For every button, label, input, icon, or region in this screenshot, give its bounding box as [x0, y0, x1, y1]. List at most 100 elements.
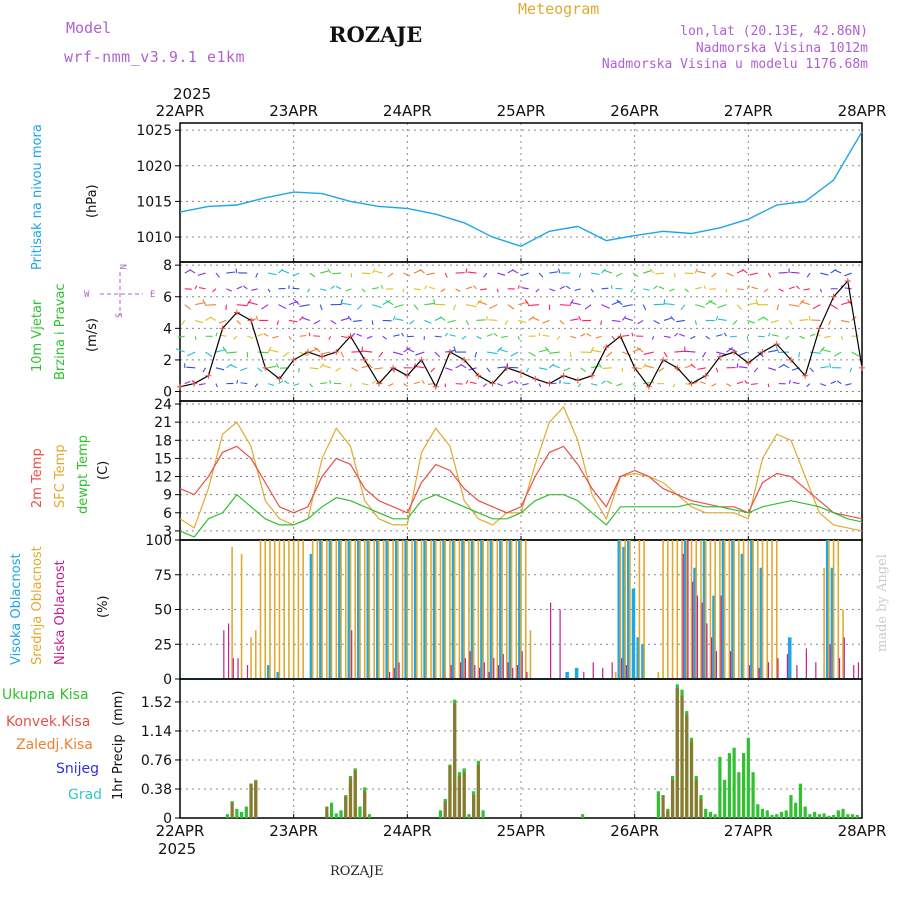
- wind-barb: [434, 351, 441, 358]
- wind-barb: [226, 288, 233, 292]
- wind-barb: [187, 351, 196, 357]
- wind-barb: [424, 319, 432, 324]
- wind-barb: [788, 286, 795, 290]
- conv-precip-bar: [685, 714, 689, 818]
- pressure-ytick-label: 1020: [136, 159, 172, 175]
- wind-barb: [236, 304, 248, 307]
- wind-barb: [215, 348, 226, 353]
- wind-barb: [767, 332, 771, 337]
- wind-gust-marker: [617, 333, 624, 340]
- legend-snow: Snijeg: [56, 761, 99, 777]
- total-precip-bar: [580, 814, 585, 818]
- wind-barb: [330, 319, 337, 325]
- wind-barb: [205, 304, 217, 306]
- wind-gust-marker: [645, 383, 652, 390]
- wind-barb: [434, 316, 442, 321]
- wind-barb: [622, 304, 633, 308]
- temp-ytick-label: 3: [163, 524, 172, 540]
- total-precip-bar: [656, 791, 660, 818]
- wind-barb: [684, 288, 689, 293]
- total-precip-bar: [808, 814, 812, 818]
- wind-gust-marker: [745, 360, 752, 367]
- wind-barb: [189, 269, 196, 274]
- wind-barb: [518, 319, 527, 323]
- wind-gust-marker: [390, 364, 397, 371]
- wind-barb: [653, 285, 658, 290]
- wind-barb: [184, 304, 191, 310]
- wind-gust-marker: [731, 349, 738, 356]
- wind-barb: [299, 304, 310, 307]
- wind-barb: [198, 383, 206, 386]
- total-precip-bar: [239, 811, 244, 818]
- wind-barb: [750, 383, 758, 386]
- wind-barb: [751, 286, 758, 290]
- total-precip-bar: [855, 814, 859, 818]
- wind-gust-marker: [660, 356, 667, 363]
- wind-barb: [630, 288, 634, 293]
- wind-barb: [616, 383, 623, 387]
- temp-ytick-label: 9: [163, 488, 172, 504]
- conv-precip-bar: [363, 791, 367, 818]
- total-precip-bar: [225, 814, 229, 818]
- wind-barb: [372, 304, 382, 309]
- wind-barb: [302, 317, 310, 321]
- x-tick-label-top: 22APR: [156, 102, 205, 120]
- wind-barb: [775, 346, 780, 353]
- wind-barb: [606, 380, 613, 385]
- wind-barb: [465, 286, 473, 290]
- conv-precip-bar: [254, 781, 258, 818]
- wind-gust-marker: [461, 356, 468, 363]
- pressure-panel: 1010 1015 1020 1025: [136, 122, 863, 263]
- wind-barb: [795, 285, 800, 290]
- wind-barb: [726, 272, 734, 277]
- wind-barb: [557, 268, 561, 274]
- wind-barb: [574, 288, 581, 292]
- wind-barb: [726, 347, 734, 353]
- wind-gust-marker: [248, 317, 255, 324]
- wind-barb: [767, 383, 770, 388]
- pressure-ytick-label: 1010: [136, 230, 172, 246]
- wind-barb: [372, 287, 379, 290]
- wind-barb: [695, 286, 702, 290]
- wind-barb: [684, 350, 696, 353]
- wind-barb: [251, 288, 258, 291]
- precip-ytick-label: 1.14: [141, 724, 172, 740]
- total-precip-bar: [704, 808, 708, 818]
- wind-barb: [715, 315, 719, 321]
- wind-barb: [738, 351, 748, 356]
- wind-gust-marker: [816, 325, 823, 332]
- wind-barb: [643, 288, 650, 291]
- total-precip-bar: [803, 806, 807, 818]
- wind-barb: [569, 299, 574, 305]
- total-precip-bar: [334, 813, 338, 818]
- wind-barb: [715, 334, 723, 337]
- wind-barb: [403, 347, 411, 353]
- wind-barb: [292, 272, 300, 277]
- total-precip-bar: [846, 814, 850, 818]
- wind-barb: [498, 348, 508, 353]
- wind-barb: [267, 288, 271, 293]
- wind-barb: [233, 335, 238, 340]
- wind-barb: [830, 304, 838, 310]
- wind-barb: [497, 272, 506, 276]
- total-precip-bar: [718, 756, 722, 818]
- wind-barb: [511, 269, 519, 274]
- wind-barb: [715, 351, 727, 355]
- wind-barb: [486, 333, 493, 337]
- wind-barb: [768, 349, 779, 353]
- wind-barb: [806, 272, 811, 278]
- wind-barb: [601, 380, 607, 385]
- wind-barb: [767, 272, 772, 278]
- wind-barb: [847, 299, 853, 305]
- total-precip-bar: [235, 808, 239, 818]
- cloud-ytick-label: 75: [154, 568, 172, 584]
- wind-frame: [179, 261, 863, 402]
- dewpt-temp-label: dewpt Temp: [76, 435, 91, 514]
- wind-barb: [715, 367, 719, 373]
- wind-barb: [452, 304, 457, 311]
- x-tick-label-top: 27APR: [724, 102, 773, 120]
- wind-gust-marker: [830, 293, 837, 300]
- wind-barb: [510, 351, 519, 357]
- wind-barb: [340, 351, 345, 358]
